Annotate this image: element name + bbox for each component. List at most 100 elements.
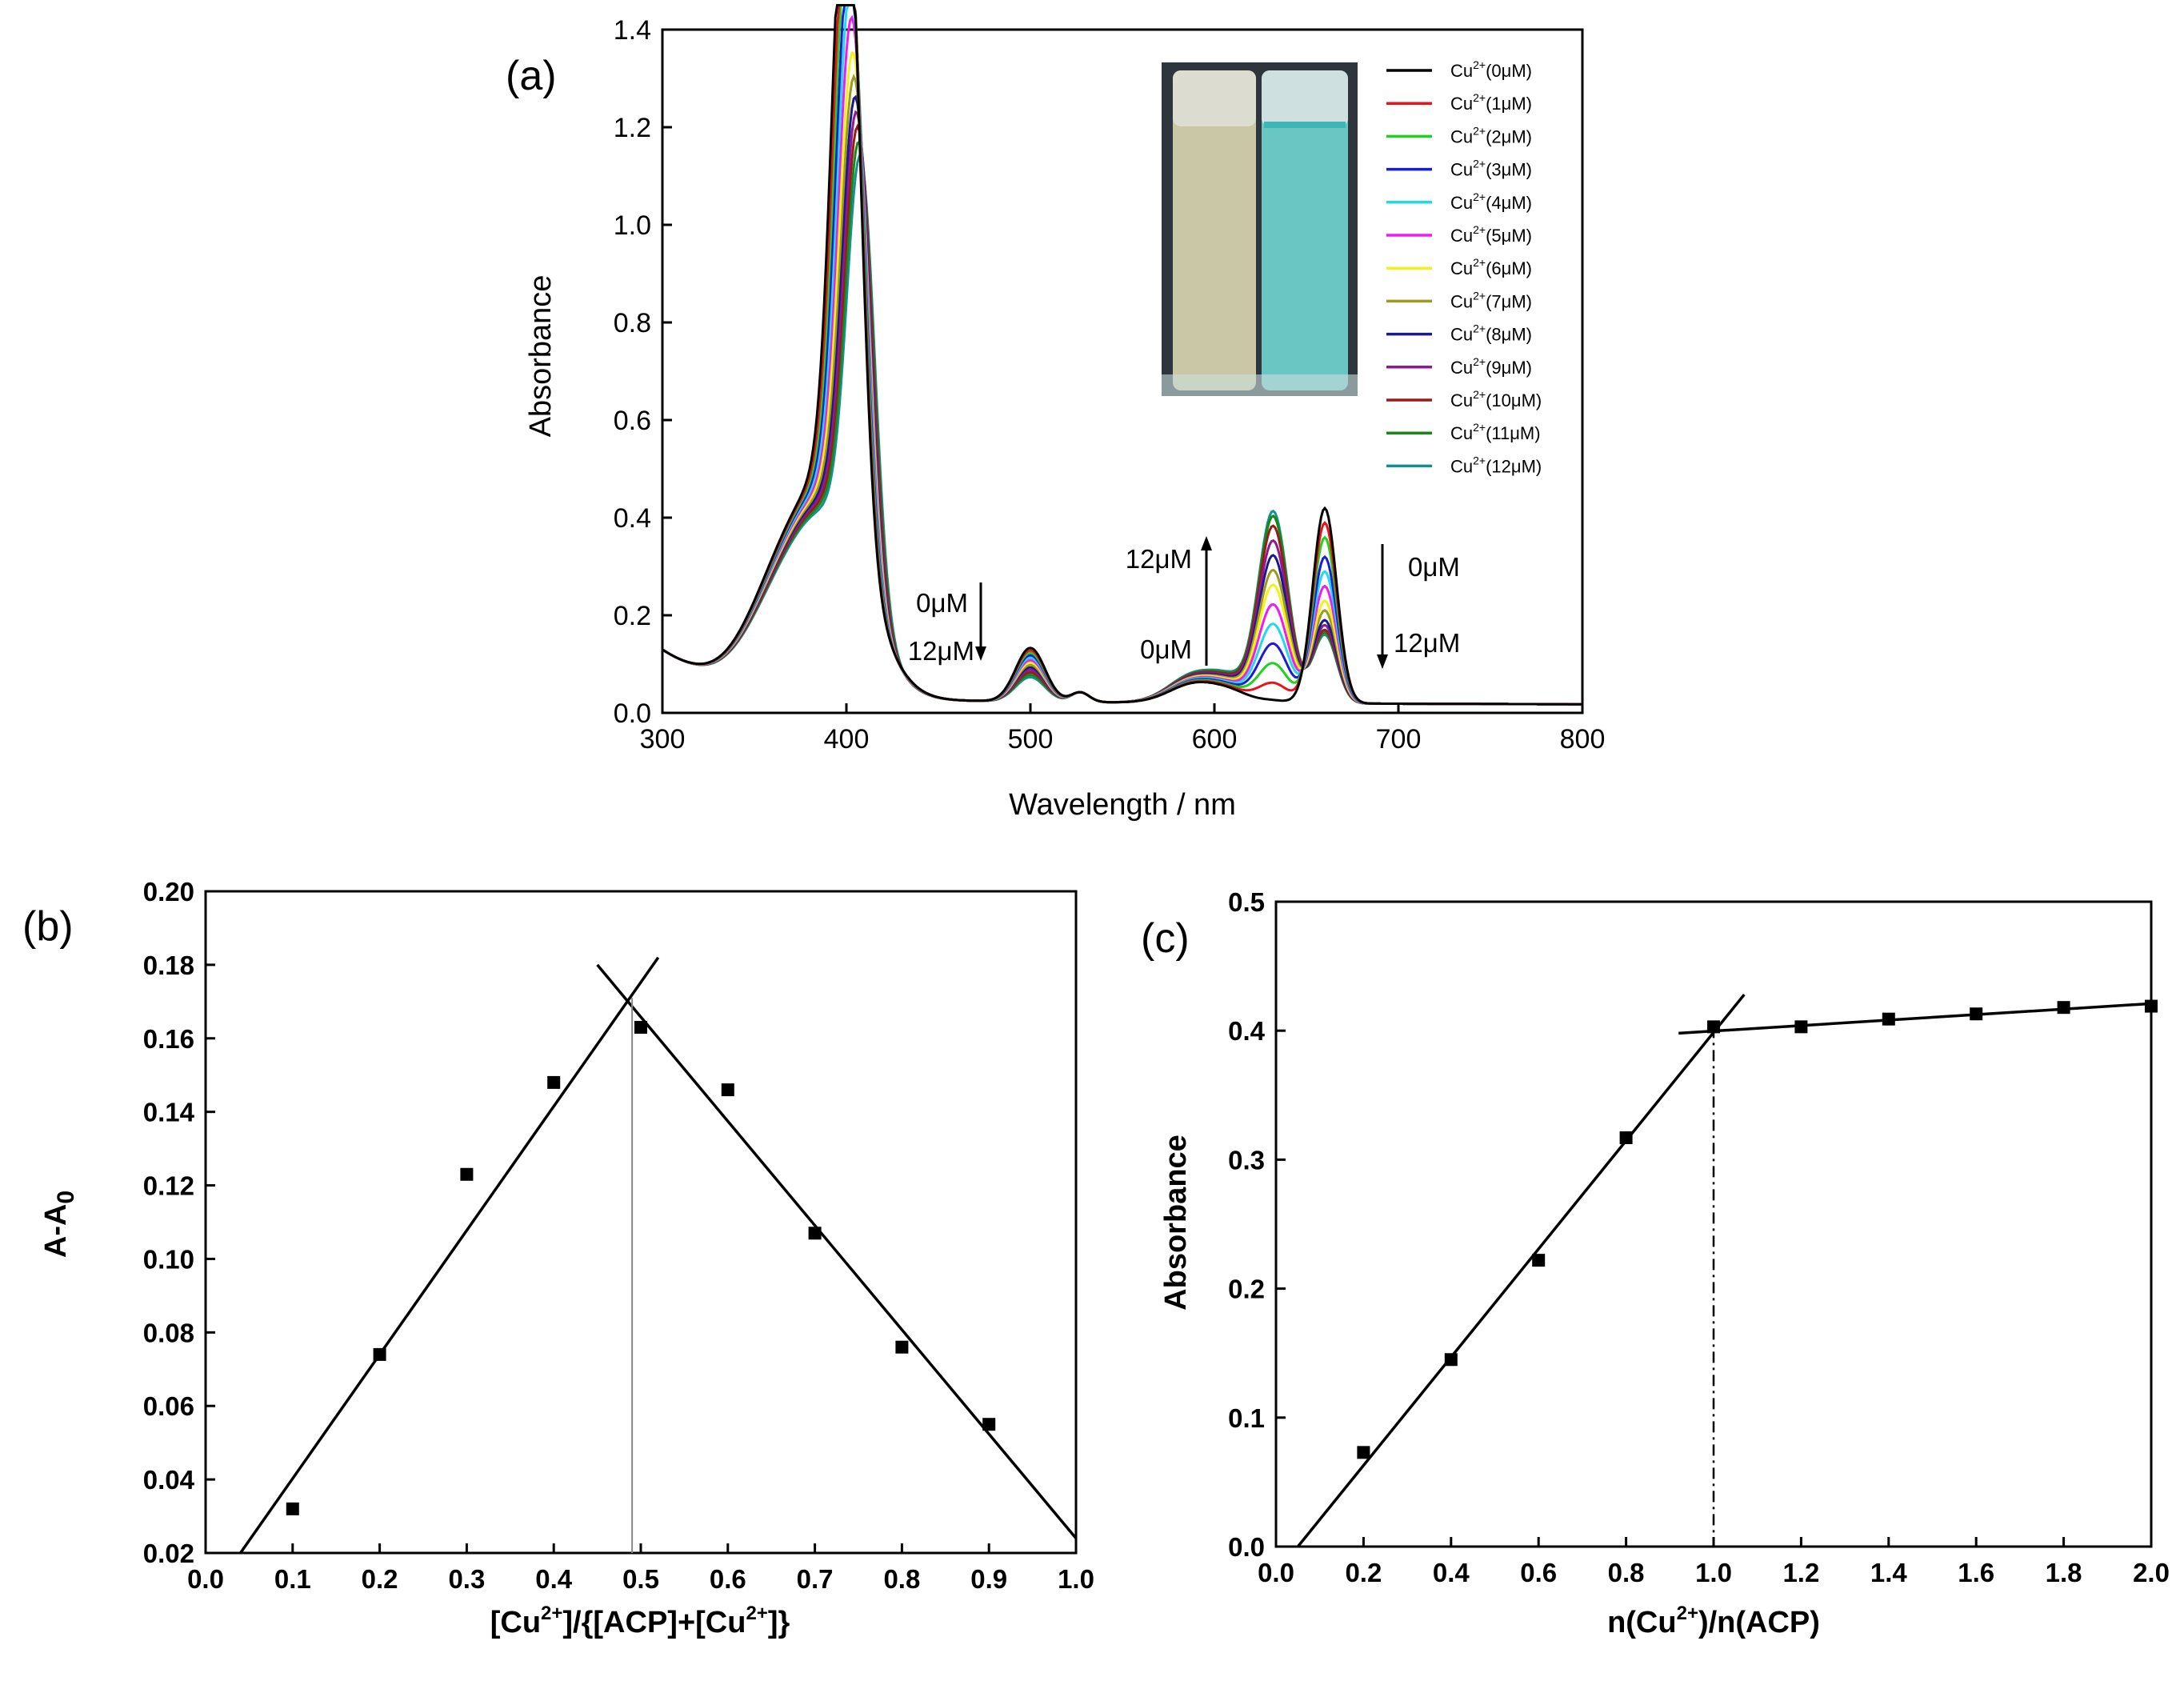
spectrum-4 bbox=[662, 4, 1582, 706]
y-tick-label: 0.0 bbox=[614, 698, 651, 729]
inset-bottom-glow bbox=[1162, 374, 1358, 396]
right-cuvette bbox=[1262, 70, 1348, 390]
data-point bbox=[547, 1075, 561, 1089]
panel-a-ticks: 300 400 500 600 700 800 0.0 0.2 0.4 0.6 0.8 1.0 1.2 1… bbox=[614, 15, 1606, 754]
legend-label-10: Cu2+(10μM) bbox=[1450, 388, 1542, 410]
panel-a-frame bbox=[661, 28, 1584, 714]
legend-label-7: Cu2+(7μM) bbox=[1450, 289, 1532, 311]
legend-base: Cu bbox=[1450, 258, 1473, 278]
y-tick-label: 0.14 bbox=[143, 1098, 195, 1127]
x-tick-label: 0.5 bbox=[622, 1564, 659, 1594]
y-tick-label: 0.0 bbox=[1228, 1532, 1265, 1562]
legend-sup: 2+ bbox=[1473, 256, 1486, 269]
legend-label-9: Cu2+(9μM) bbox=[1450, 355, 1532, 378]
legend-sup: 2+ bbox=[1473, 454, 1486, 466]
c-xlabel-sup: 2+ bbox=[1677, 1603, 1698, 1624]
spectrum-5 bbox=[662, 14, 1582, 706]
legend-base: Cu bbox=[1450, 325, 1473, 345]
legend-conc: (4μM) bbox=[1486, 193, 1532, 213]
legend-conc: (3μM) bbox=[1486, 160, 1532, 180]
legend-sup: 2+ bbox=[1473, 190, 1486, 203]
x-tick-label: 1.4 bbox=[1870, 1558, 1908, 1587]
left-cuvette-top bbox=[1173, 70, 1256, 126]
x-tick-label: 0.2 bbox=[1345, 1558, 1382, 1587]
legend-conc: (8μM) bbox=[1486, 325, 1532, 345]
data-point bbox=[1707, 1020, 1720, 1034]
legend-conc: (2μM) bbox=[1486, 126, 1532, 146]
panel-c-label: (c) bbox=[1141, 915, 1190, 962]
x-tick-label: 0.4 bbox=[535, 1564, 573, 1594]
x-tick-label: 0.4 bbox=[1433, 1558, 1470, 1587]
y-tick-label: 0.04 bbox=[143, 1465, 195, 1495]
arrow-400-500: 0μM 12μM bbox=[908, 582, 986, 666]
y-tick-label: 0.2 bbox=[1228, 1275, 1265, 1304]
legend-label-6: Cu2+(6μM) bbox=[1450, 256, 1532, 278]
legend-conc: (6μM) bbox=[1486, 258, 1532, 278]
y-tick-label: 1.0 bbox=[614, 210, 651, 241]
right-cuvette-meniscus bbox=[1264, 122, 1346, 128]
legend-sup: 2+ bbox=[1473, 421, 1486, 434]
panel-b-xlabel: [Cu2+]/{[ACP]+[Cu2+]} bbox=[490, 1603, 790, 1639]
spectrum-6 bbox=[662, 51, 1582, 706]
panel-b-frame bbox=[204, 890, 1078, 1555]
panel-c-xlabel: n(Cu2+)/n(ACP) bbox=[1607, 1603, 1820, 1639]
legend-sup: 2+ bbox=[1473, 91, 1486, 104]
x-tick-label: 500 bbox=[1008, 724, 1054, 754]
panel-a: (a) 300 400 500 600 700 800 0.0 0.2 0.4 0.6 0.8 1.0… bbox=[506, 4, 1606, 822]
panel-a-label: (a) bbox=[506, 53, 557, 99]
panel-c: (c) 0.0 0.2 0.4 0.6 0.8 1.0 1.2 1.4 1.6 1.8 2.00.0… bbox=[1141, 887, 2170, 1639]
x-tick-label: 1.6 bbox=[1958, 1558, 1994, 1587]
arrow-660: 0μM 12μM bbox=[1377, 544, 1460, 669]
spectrum-7 bbox=[662, 74, 1582, 706]
panel-b-label: (b) bbox=[22, 903, 74, 950]
inset-photo bbox=[1162, 62, 1358, 396]
panel-c-ylabel: Absorbance bbox=[1159, 1135, 1193, 1311]
x-tick-label: 0.0 bbox=[187, 1564, 224, 1594]
arrow-633: 12μM 0μM bbox=[1126, 536, 1212, 666]
legend-conc: (7μM) bbox=[1486, 291, 1532, 311]
legend-label-2: Cu2+(2μM) bbox=[1450, 124, 1532, 146]
panel-a-legend: Cu2+(0μM)Cu2+(1μM)Cu2+(2μM)Cu2+(3μM)Cu2+… bbox=[1386, 58, 1542, 476]
data-point bbox=[2057, 1001, 2070, 1015]
c-xlabel-part-1: n(Cu bbox=[1607, 1606, 1677, 1639]
spectrum-0 bbox=[662, 4, 1582, 706]
data-point bbox=[721, 1083, 734, 1097]
panel-a-ylabel: Absorbance bbox=[524, 275, 558, 438]
ann-2-top: 12μM bbox=[1126, 544, 1192, 574]
spectrum-1 bbox=[662, 4, 1582, 706]
legend-base: Cu bbox=[1450, 456, 1473, 476]
y-tick-label: 1.4 bbox=[614, 15, 651, 46]
y-tick-label: 1.2 bbox=[614, 113, 651, 143]
legend-base: Cu bbox=[1450, 126, 1473, 146]
data-point bbox=[1794, 1020, 1808, 1034]
panel-c-ticks: 0.0 0.2 0.4 0.6 0.8 1.0 1.2 1.4 1.6 1.8 2.0 0.0 0.1 0… bbox=[1228, 887, 2170, 1587]
x-tick-label: 800 bbox=[1560, 724, 1606, 754]
legend-sup: 2+ bbox=[1473, 322, 1486, 335]
left-cuvette bbox=[1173, 70, 1256, 390]
right-cuvette-top bbox=[1262, 70, 1348, 126]
panel-b-points bbox=[286, 1020, 996, 1515]
spectrum-9 bbox=[662, 110, 1582, 706]
legend-base: Cu bbox=[1450, 423, 1473, 443]
data-point bbox=[286, 1502, 299, 1515]
data-point bbox=[1970, 1007, 1983, 1021]
b-xlabel-sup-1: 2+ bbox=[541, 1603, 562, 1624]
fit-line-1 bbox=[1678, 1002, 2152, 1035]
ann-1-bottom: 12μM bbox=[908, 636, 974, 666]
x-tick-label: 0.6 bbox=[710, 1564, 746, 1594]
spectrum-3 bbox=[662, 4, 1582, 706]
ann-3-bottom: 12μM bbox=[1394, 628, 1460, 658]
data-point bbox=[1619, 1131, 1633, 1144]
x-tick-label: 0.6 bbox=[1520, 1558, 1557, 1587]
x-tick-label: 0.3 bbox=[448, 1564, 485, 1594]
legend-sup: 2+ bbox=[1473, 58, 1486, 71]
panel-b: (b) 0.0 0.1 0.2 0.3 0.4 0.5 0.6 0.7 0.8 0.9 1.00.0… bbox=[22, 877, 1094, 1639]
y-tick-label: 0.10 bbox=[143, 1244, 194, 1274]
y-tick-label: 0.20 bbox=[143, 877, 194, 907]
x-tick-label: 0.7 bbox=[797, 1564, 834, 1594]
legend-label-8: Cu2+(8μM) bbox=[1450, 322, 1532, 345]
x-tick-label: 2.0 bbox=[2133, 1558, 2170, 1587]
legend-conc: (5μM) bbox=[1486, 226, 1532, 246]
data-point bbox=[1444, 1353, 1458, 1367]
